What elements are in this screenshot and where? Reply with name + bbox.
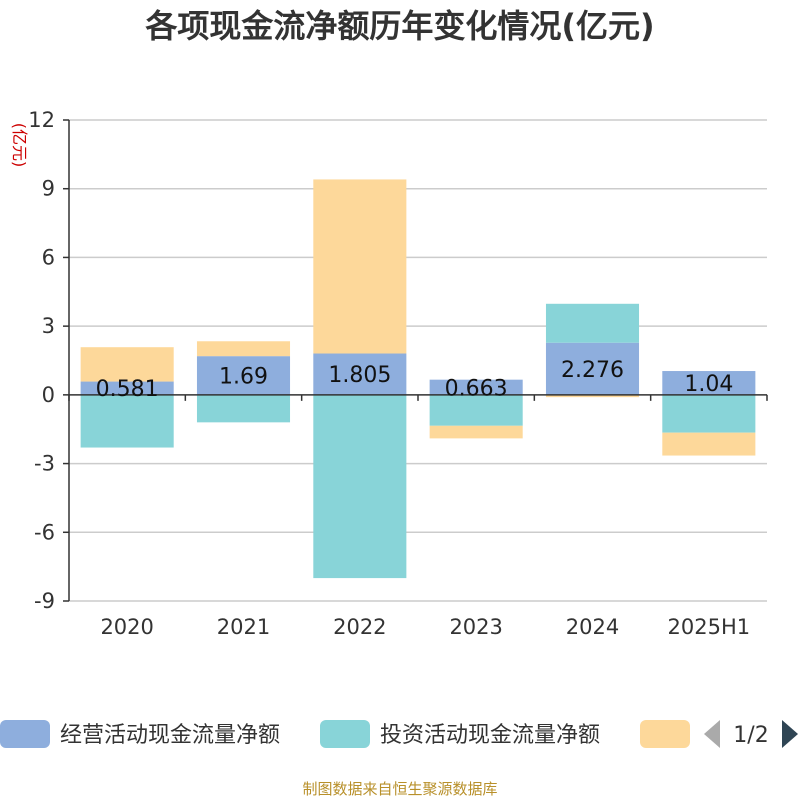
data-labels: 0.581 1.69 1.805 0.663 2.276 1.04	[96, 358, 734, 402]
y-tick-label: 0	[42, 383, 55, 407]
data-label: 0.663	[445, 376, 508, 401]
y-tick-label: 9	[42, 177, 55, 201]
bar-series-1-2025H1[interactable]	[662, 371, 756, 395]
grid-lines	[69, 119, 767, 602]
legend-label[interactable]: 经营活动现金流量净额	[60, 723, 280, 748]
y-tick-label: -9	[34, 589, 55, 613]
legend-swatch[interactable]	[640, 720, 690, 748]
data-source-footer: 制图数据来自恒生聚源数据库	[302, 780, 498, 798]
bar-series-1-2022[interactable]	[313, 353, 407, 395]
y-axis-unit-label: (亿元)	[10, 123, 29, 168]
bar-series-3-2025H1[interactable]	[662, 432, 756, 456]
bar-series-3-2021[interactable]	[196, 341, 291, 357]
bar-series-2-2021[interactable]	[196, 394, 291, 423]
bar-series-2-2024[interactable]	[545, 303, 640, 343]
bar-series-3-2020[interactable]	[80, 347, 174, 382]
y-tick-label: 6	[42, 245, 55, 269]
x-tick-label: 2024	[566, 615, 619, 639]
bar-series-3-2022[interactable]	[313, 179, 407, 354]
legend-swatch[interactable]	[0, 720, 50, 748]
bar-series-2-2025H1[interactable]	[662, 394, 756, 433]
bar-series-3-2023[interactable]	[429, 425, 523, 439]
bar-series-3-2024[interactable]	[545, 394, 640, 398]
data-label: 1.04	[684, 372, 733, 397]
y-tick-label: -3	[34, 452, 55, 476]
x-tick-label: 2023	[449, 615, 502, 639]
legend: 经营活动现金流量净额 投资活动现金流量净额 1/2	[0, 720, 798, 748]
x-tick-label: 2021	[217, 615, 270, 639]
legend-swatch[interactable]	[320, 720, 370, 748]
y-tick-label: 12	[28, 108, 55, 132]
legend-next-page-icon[interactable]	[782, 720, 798, 748]
x-tick-label: 2025H1	[668, 615, 751, 639]
data-label: 1.69	[219, 365, 268, 390]
bar-series-2-2023[interactable]	[429, 394, 523, 426]
chart-title: 各项现金流净额历年变化情况(亿元)	[145, 7, 655, 45]
legend-label[interactable]: 投资活动现金流量净额	[380, 723, 600, 748]
bar-series-1-2024[interactable]	[545, 342, 640, 395]
bar-series-1-2020[interactable]	[80, 381, 174, 395]
data-label: 0.581	[96, 377, 159, 402]
bar-series-2-2022[interactable]	[313, 394, 407, 579]
x-tick-label: 2020	[100, 615, 153, 639]
legend-page-indicator: 1/2	[733, 723, 768, 748]
bars	[80, 179, 756, 579]
legend-prev-page-icon[interactable]	[704, 720, 720, 748]
x-tick-label: 2022	[333, 615, 386, 639]
bar-series-1-2021[interactable]	[196, 356, 291, 395]
bar-series-1-2023[interactable]	[429, 379, 523, 395]
bar-series-2-2020[interactable]	[80, 394, 174, 448]
axes: 12 9 6 3 0 -3 -6 -9 2020 2021 2022 2023 2024 2025H1	[28, 108, 768, 639]
y-tick-label: 3	[42, 314, 55, 338]
y-tick-label: -6	[34, 520, 55, 544]
data-label: 2.276	[561, 358, 624, 383]
data-label: 1.805	[328, 363, 391, 388]
